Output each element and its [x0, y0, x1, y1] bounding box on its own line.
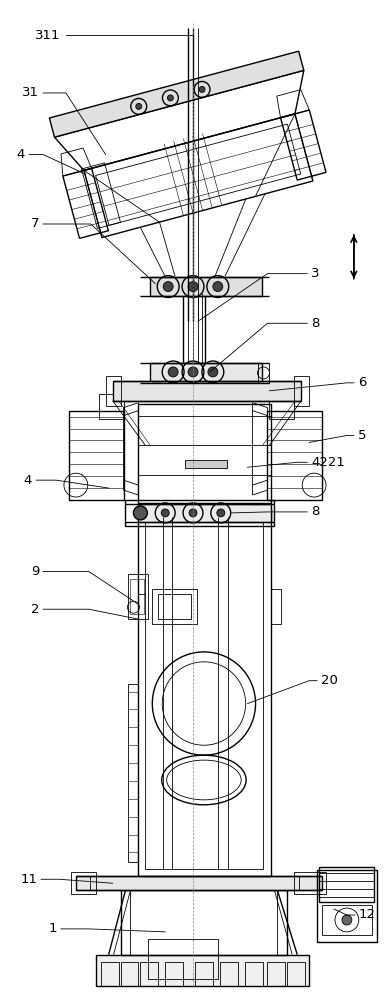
Circle shape — [136, 103, 142, 109]
Bar — [185, 460, 227, 468]
Bar — [113, 381, 301, 401]
Text: 20: 20 — [321, 674, 338, 687]
Bar — [120, 890, 287, 955]
Bar — [106, 376, 120, 406]
Bar — [152, 589, 197, 624]
Bar — [125, 500, 274, 526]
Bar — [140, 962, 158, 986]
Bar — [269, 394, 294, 419]
Bar — [294, 872, 326, 894]
Bar — [317, 870, 377, 942]
Circle shape — [217, 509, 225, 517]
Bar — [139, 504, 271, 522]
Text: 4221: 4221 — [311, 456, 345, 469]
Bar — [299, 876, 317, 890]
Text: 4: 4 — [24, 474, 32, 487]
Bar — [245, 962, 262, 986]
Bar — [183, 293, 205, 363]
Bar — [267, 962, 285, 986]
Circle shape — [208, 367, 218, 377]
Bar — [287, 962, 305, 986]
Text: 31: 31 — [22, 86, 39, 99]
Bar — [267, 411, 322, 500]
Bar — [195, 962, 213, 986]
Circle shape — [189, 509, 197, 517]
Bar — [128, 574, 148, 619]
Bar — [130, 579, 144, 614]
Circle shape — [168, 95, 173, 101]
Bar — [220, 962, 238, 986]
Bar — [294, 376, 309, 406]
Text: 4: 4 — [17, 148, 25, 161]
Bar — [130, 890, 277, 955]
Bar — [139, 404, 271, 503]
Bar — [99, 394, 123, 419]
Text: 8: 8 — [311, 317, 320, 330]
Bar — [96, 955, 309, 986]
Bar — [150, 363, 262, 381]
Circle shape — [342, 915, 352, 925]
Bar — [139, 509, 271, 876]
Bar — [257, 363, 269, 383]
Bar — [146, 517, 262, 869]
Text: 11: 11 — [20, 873, 37, 886]
Bar — [69, 411, 123, 500]
Text: 3: 3 — [311, 267, 320, 280]
Text: 6: 6 — [358, 376, 366, 389]
Bar — [319, 867, 374, 902]
Text: 9: 9 — [31, 565, 39, 578]
Circle shape — [161, 509, 169, 517]
Bar — [322, 905, 372, 935]
Bar — [271, 589, 281, 624]
Text: 8: 8 — [311, 505, 320, 518]
Bar — [71, 872, 96, 894]
Circle shape — [199, 86, 205, 92]
Text: 311: 311 — [36, 29, 61, 42]
Text: 7: 7 — [31, 217, 39, 230]
Text: 5: 5 — [358, 429, 366, 442]
Text: 1: 1 — [48, 922, 57, 935]
Circle shape — [134, 506, 147, 520]
Bar — [76, 876, 90, 890]
Circle shape — [213, 282, 223, 292]
Text: 2: 2 — [31, 603, 39, 616]
Bar — [150, 277, 262, 296]
Bar — [165, 962, 183, 986]
Text: 12: 12 — [359, 908, 376, 921]
Polygon shape — [50, 51, 304, 137]
Bar — [101, 962, 118, 986]
Bar — [158, 594, 191, 619]
Circle shape — [168, 367, 178, 377]
Circle shape — [163, 282, 173, 292]
Bar — [128, 684, 139, 862]
Bar — [120, 962, 139, 986]
Circle shape — [188, 367, 198, 377]
Bar — [76, 876, 322, 890]
Bar — [148, 939, 218, 979]
Circle shape — [188, 282, 198, 292]
